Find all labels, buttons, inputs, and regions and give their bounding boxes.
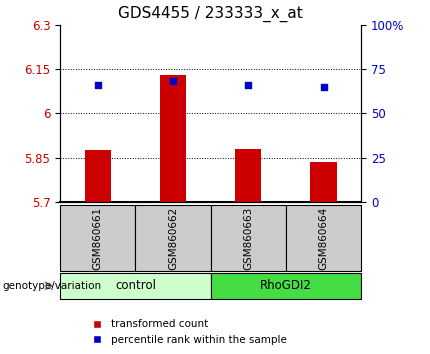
Text: GSM860661: GSM860661 xyxy=(93,206,103,270)
Text: control: control xyxy=(115,279,156,292)
Bar xyxy=(235,149,261,202)
Bar xyxy=(60,205,135,271)
Title: GDS4455 / 233333_x_at: GDS4455 / 233333_x_at xyxy=(118,6,303,22)
Bar xyxy=(211,273,361,299)
Bar xyxy=(211,205,286,271)
Point xyxy=(95,82,101,88)
Bar xyxy=(135,205,211,271)
Bar xyxy=(286,205,361,271)
Point xyxy=(320,84,327,90)
Text: RhoGDI2: RhoGDI2 xyxy=(260,279,312,292)
Point xyxy=(169,79,176,84)
Bar xyxy=(160,75,186,202)
Bar xyxy=(85,150,111,202)
Text: GSM860664: GSM860664 xyxy=(319,206,329,270)
Text: GSM860663: GSM860663 xyxy=(243,206,253,270)
Text: genotype/variation: genotype/variation xyxy=(2,281,101,291)
Bar xyxy=(310,162,337,202)
Legend: transformed count, percentile rank within the sample: transformed count, percentile rank withi… xyxy=(83,315,291,349)
Text: GSM860662: GSM860662 xyxy=(168,206,178,270)
Bar xyxy=(60,273,211,299)
Point xyxy=(245,82,252,88)
